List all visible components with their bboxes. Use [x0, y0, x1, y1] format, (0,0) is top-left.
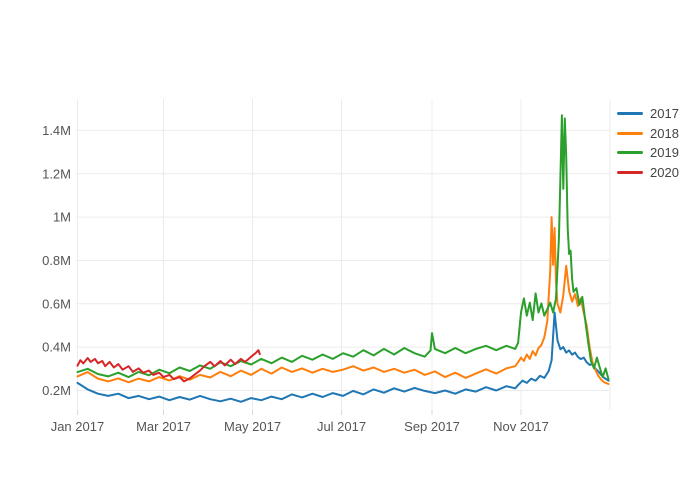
y-tick-label: 1M [53, 210, 71, 225]
y-tick-label: 0.2M [42, 383, 71, 398]
y-tick-label: 0.8M [42, 253, 71, 268]
legend-item-label: 2017 [650, 106, 679, 122]
x-tick-label: Mar 2017 [136, 419, 191, 434]
legend-item-2018[interactable]: 2018 [617, 124, 679, 144]
x-tick-label: Sep 2017 [404, 419, 460, 434]
series-line-2020 [76, 349, 261, 383]
legend: 2017 2018 2019 2020 [617, 104, 679, 182]
x-tick-label: Jul 2017 [317, 419, 366, 434]
y-tick-label: 0.6M [42, 296, 71, 311]
y-tick-labels: 0.2M 0.4M 0.6M 0.8M 1M 1.2M 1.4M [42, 123, 71, 398]
legend-line-swatch [617, 170, 643, 174]
axis-tick-marks [76, 410, 522, 415]
series-line-2018 [76, 216, 610, 385]
gridlines [76, 99, 611, 410]
series-line-2019 [76, 114, 610, 381]
series-line-2017 [76, 311, 610, 403]
legend-line-swatch [617, 112, 643, 116]
x-tick-labels: Jan 2017 Mar 2017 May 2017 Jul 2017 Sep 2017… [51, 419, 549, 434]
legend-item-2017[interactable]: 2017 [617, 104, 679, 124]
y-tick-label: 1.2M [42, 166, 71, 181]
y-tick-label: 0.4M [42, 340, 71, 355]
legend-item-label: 2019 [650, 145, 679, 161]
legend-line-swatch [617, 151, 643, 155]
legend-line-swatch [617, 131, 643, 135]
y-tick-label: 1.4M [42, 123, 71, 138]
legend-item-2019[interactable]: 2019 [617, 143, 679, 163]
legend-item-2020[interactable]: 2020 [617, 163, 679, 183]
legend-item-label: 2018 [650, 125, 679, 141]
x-tick-label: Nov 2017 [493, 419, 549, 434]
x-tick-label: May 2017 [224, 419, 281, 434]
series-lines [76, 114, 610, 403]
legend-item-label: 2020 [650, 164, 679, 180]
x-tick-label: Jan 2017 [51, 419, 105, 434]
